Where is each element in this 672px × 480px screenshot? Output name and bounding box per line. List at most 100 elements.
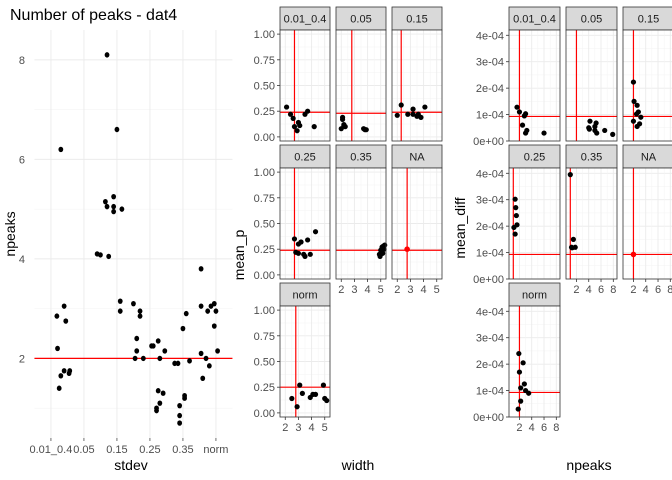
x-tick-label: 3 [351, 284, 357, 296]
plot-mean-diff: 0.01_0.4 0e+00 1e-04 2e-04 3e-04 4e-04 0.05 0.1… [452, 6, 672, 473]
data-point [134, 335, 140, 342]
panel-background [623, 168, 672, 279]
data-point-red [630, 251, 637, 258]
y-tick-label: 0.25 [254, 244, 275, 256]
data-point [521, 381, 527, 387]
x-tick-label: 4 [586, 284, 592, 296]
data-point [634, 102, 640, 108]
data-point [633, 111, 640, 117]
facet-strip-label: 0.01_0.4 [284, 14, 327, 26]
data-point [513, 205, 519, 211]
facet-panel: 0.05 [565, 6, 618, 142]
data-point [102, 198, 108, 205]
data-point [211, 323, 217, 329]
x-tick-label: 4 [309, 422, 315, 434]
x-tick-label: 5 [378, 284, 384, 296]
data-point [283, 104, 290, 110]
data-point [518, 385, 524, 391]
panel-border [565, 167, 618, 280]
data-point [410, 106, 416, 112]
x-tick-label: 2 [282, 422, 288, 434]
data-point [291, 236, 298, 242]
data-point [215, 348, 220, 354]
panel-background [623, 30, 672, 141]
data-point [516, 109, 523, 115]
y-axis-title: mean_diff [452, 197, 468, 258]
y-axis-title: mean_p [231, 229, 247, 280]
data-point [177, 412, 183, 419]
panel-background [566, 168, 617, 279]
data-point [610, 131, 616, 137]
y-tick-label: 0.00 [254, 270, 275, 282]
data-point [567, 172, 573, 178]
x-tick-label: 0.15 [106, 444, 127, 456]
data-point [570, 236, 576, 242]
data-point [160, 390, 166, 396]
x-tick-label: 8 [610, 284, 616, 296]
panel-border [622, 29, 672, 142]
x-tick-label: 4 [643, 284, 649, 296]
x-tick-label: 4 [529, 422, 535, 434]
facet-panel: NA 2 4 6 8 [622, 144, 672, 296]
y-tick-label: 1e-04 [476, 248, 504, 260]
x-tick-label: 0.35 [172, 444, 193, 456]
data-point [106, 253, 112, 260]
data-point [513, 212, 519, 219]
data-point [182, 393, 187, 399]
facet-strip-label: NA [409, 152, 425, 164]
data-point [410, 111, 416, 117]
panel-background [566, 30, 617, 141]
y-tick-label: 8 [19, 55, 25, 67]
data-point [140, 355, 146, 362]
data-point [154, 407, 159, 414]
data-point [312, 229, 319, 235]
data-point [594, 130, 600, 136]
x-axis-title: stdev [114, 457, 147, 473]
facet-panel: 0.25 0.00 0.25 0.50 0.75 1.00 [254, 144, 331, 282]
panel-border [565, 29, 618, 142]
y-tick-label: 0e+00 [473, 136, 504, 148]
data-point [67, 368, 73, 374]
data-point [297, 382, 303, 388]
y-tick-label: 1e-04 [476, 386, 504, 398]
facet-strip-label: NA [641, 152, 657, 164]
data-point [638, 114, 644, 120]
panel-border [335, 29, 387, 142]
y-tick-label: 6 [19, 154, 25, 166]
data-point [132, 355, 138, 362]
y-tick-label: 0.00 [254, 408, 275, 420]
y-tick-label: 3e-04 [476, 333, 504, 345]
data-point [515, 406, 521, 412]
facet-panel: 0.05 [335, 6, 387, 142]
data-point [117, 308, 123, 314]
data-point [631, 98, 637, 104]
data-point [630, 79, 637, 85]
panel-border [335, 167, 387, 280]
data-point [311, 124, 317, 130]
data-point [137, 313, 143, 319]
data-point [302, 253, 308, 259]
facet-strip-label: 0.25 [524, 152, 545, 164]
facet-panel: 0.15 [391, 6, 443, 142]
y-tick-label: 4e-04 [476, 30, 504, 42]
y-tick-label: 2 [19, 353, 25, 365]
data-point [119, 206, 125, 212]
data-point [320, 382, 327, 388]
data-point [512, 196, 518, 202]
data-point [58, 373, 64, 379]
data-point [602, 127, 608, 134]
x-tick-label: 5 [434, 284, 440, 296]
data-point [516, 369, 523, 375]
data-point [157, 400, 163, 406]
x-tick-label: 4 [421, 284, 427, 296]
x-tick-label: 4 [365, 284, 371, 296]
data-point [520, 360, 526, 366]
panel-background [509, 306, 560, 417]
x-axis-title: width [341, 457, 375, 473]
data-point [155, 388, 161, 394]
data-point [205, 308, 211, 314]
y-tick-label: 3e-04 [476, 57, 504, 69]
data-point [162, 348, 168, 354]
x-tick-label: 0.01_0.4 [30, 444, 73, 456]
